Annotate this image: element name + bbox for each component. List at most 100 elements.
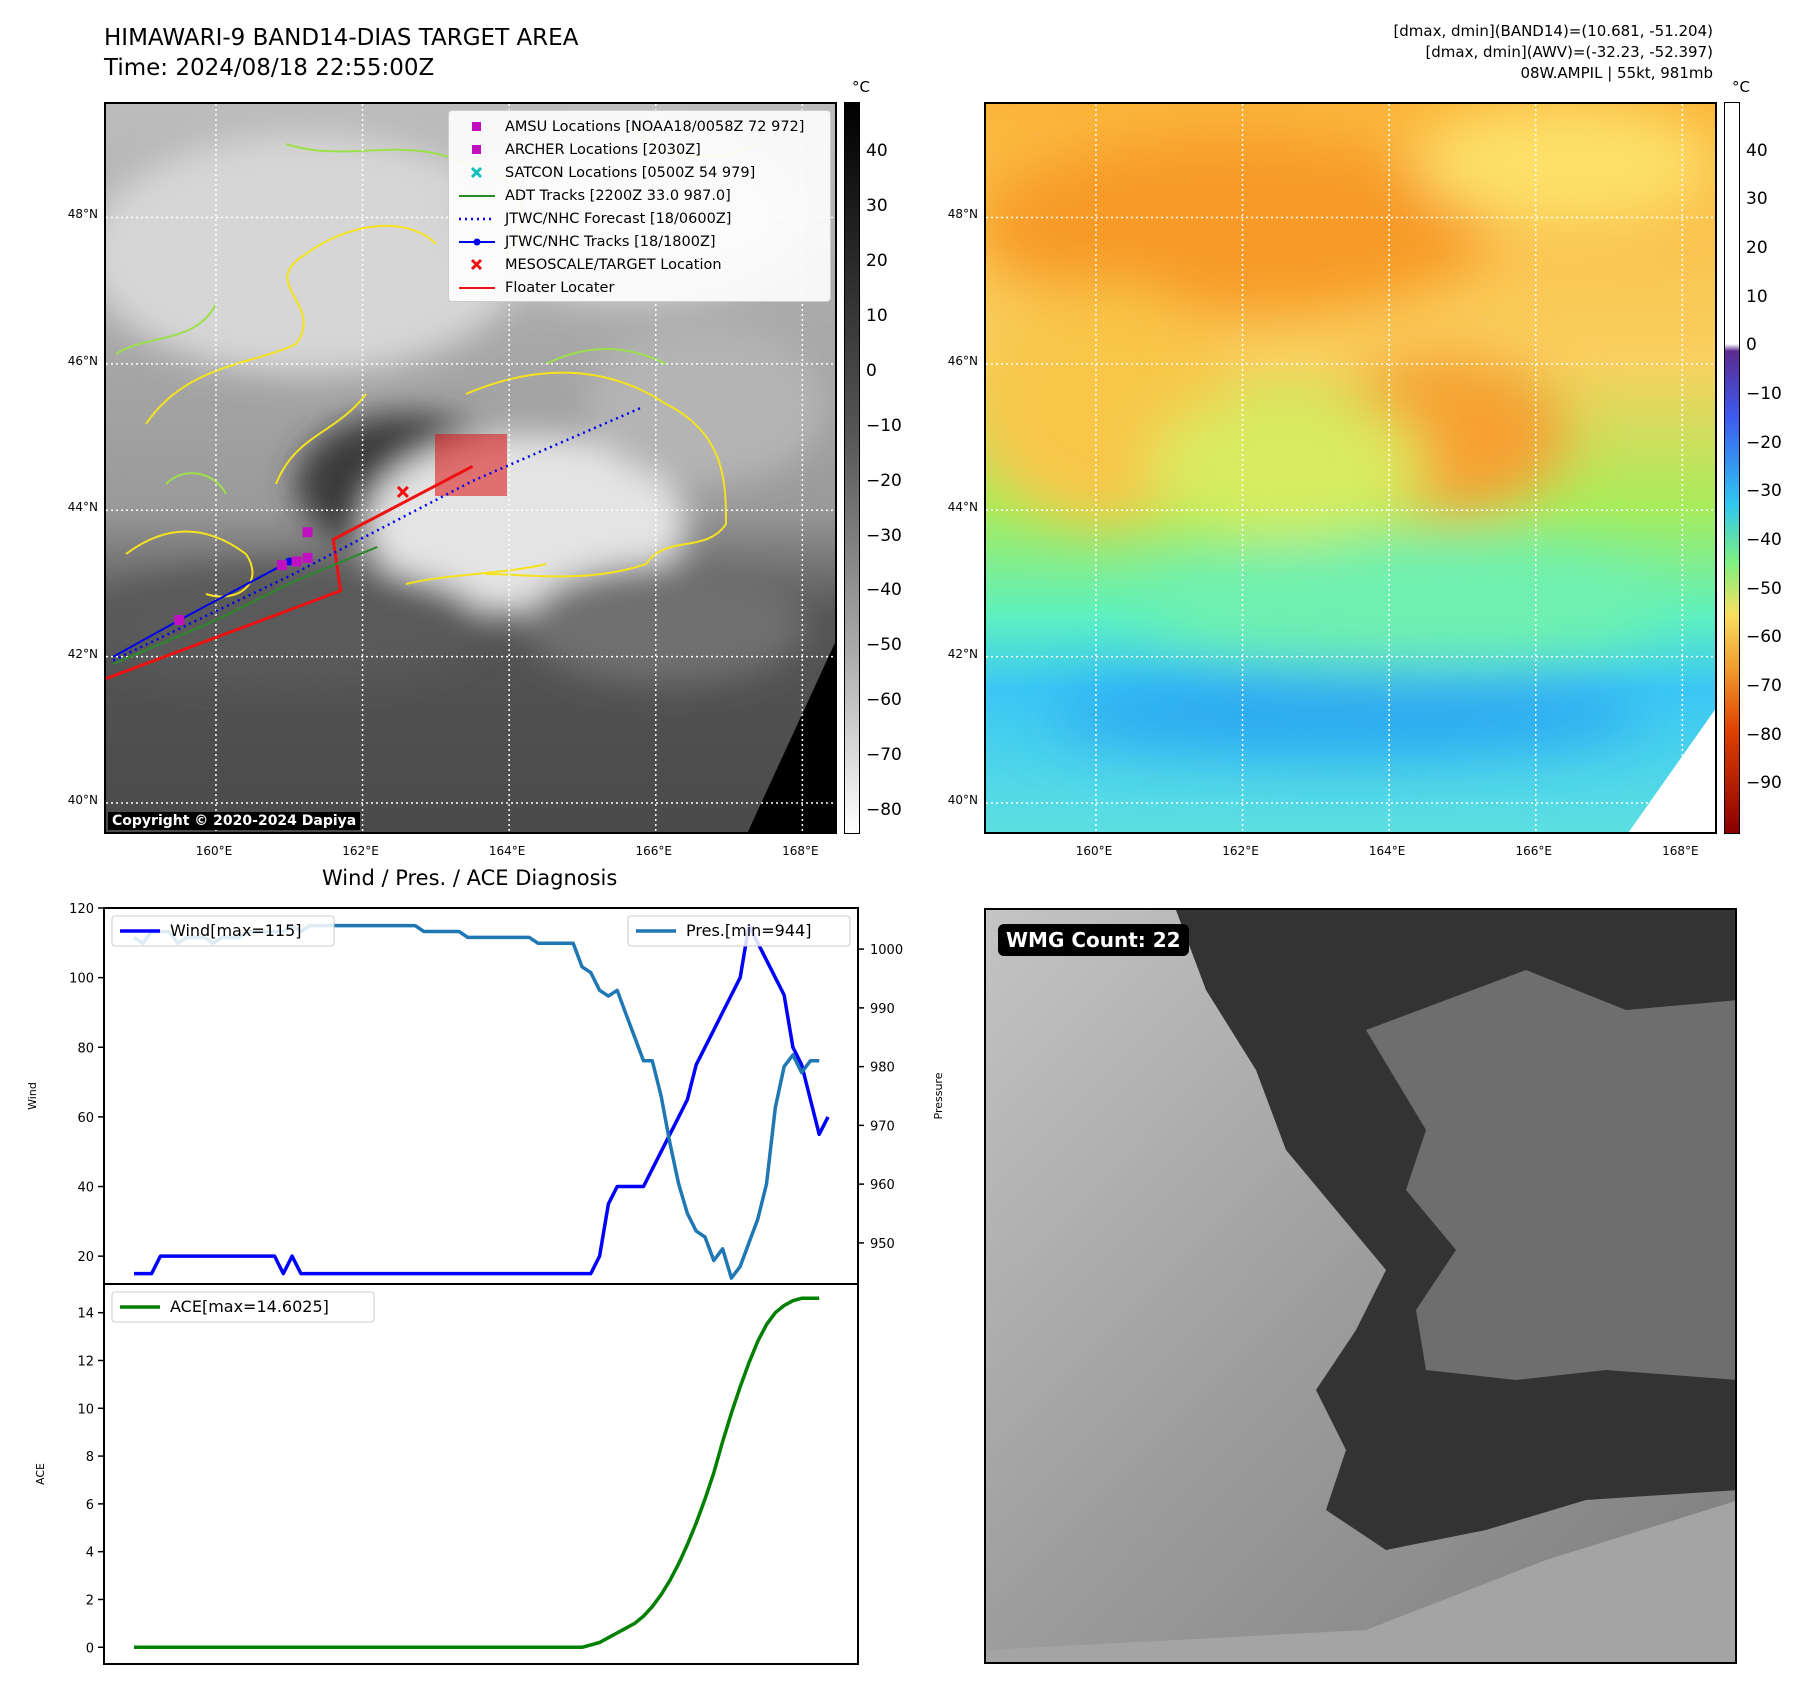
band14-cbar-tick-4: 0 <box>866 360 877 381</box>
right-lon-tick-0: 160°E <box>1075 844 1113 858</box>
legend-square <box>472 121 481 131</box>
target-marker-0 <box>396 485 409 499</box>
awv-cbar-tick-4: 0 <box>1746 335 1757 356</box>
ace-axis-tick-label-6: 12 <box>77 1354 94 1369</box>
awv-cbar-tick-3: 10 <box>1746 286 1768 307</box>
copyright-label: Copyright © 2020-2024 Dapiya <box>108 812 361 830</box>
band14-cbar-tick-2: 20 <box>866 251 888 272</box>
floater-track <box>106 464 474 681</box>
legend-swatch-4 <box>459 217 495 220</box>
ace-series-line <box>134 1296 820 1650</box>
pressure-axis-tick-label-4: 990 <box>870 1002 895 1017</box>
legend-swatch-0 <box>472 121 481 131</box>
wind-axis-tick-label-5: 120 <box>69 902 94 917</box>
right-lat-tick-0: 48°N <box>947 207 978 222</box>
wind-axis-tick-label-1: 40 <box>77 1181 94 1196</box>
ace-axis-tick-label-1: 2 <box>86 1593 94 1608</box>
right-lon-tick-1: 162°E <box>1222 844 1259 858</box>
band14-colorbar-unit: °C <box>852 78 870 96</box>
left-lat-tick-2: 44°N <box>67 500 98 515</box>
awv-cbar-tick-5: −10 <box>1746 384 1782 404</box>
band14-cbar-tick-12: −80 <box>866 800 902 821</box>
legend-swatch-7 <box>459 286 495 289</box>
right-lat-tick-1: 46°N <box>947 353 978 368</box>
amsu-location-2 <box>302 552 313 563</box>
legend-item: Floater Locater <box>457 276 830 299</box>
wind-series-line <box>134 923 830 1276</box>
chart-title: HIMAWARI-9 BAND14-DIAS TARGET AREA <box>104 25 579 51</box>
pressure-axis-label: Pressure <box>932 1072 945 1119</box>
wmg-svg <box>986 910 1735 1662</box>
legend-item: AMSU Locations [NOAA18/0058Z 72 972] <box>457 115 830 138</box>
legend-item: MESOSCALE/TARGET Location <box>457 253 830 276</box>
legend-label: MESOSCALE/TARGET Location <box>505 256 722 273</box>
amsu-location-0 <box>174 615 185 626</box>
legend-swatch-3 <box>459 194 495 197</box>
wind-pressure-frame <box>103 907 859 1285</box>
band14-cbar-tick-7: −30 <box>866 525 902 546</box>
right-lon-tick-2: 164°E <box>1368 844 1406 858</box>
left-lon-tick-4: 168°E <box>782 844 819 858</box>
legend-item: JTWC/NHC Tracks [18/1800Z] <box>457 230 830 253</box>
forecast-track <box>112 406 642 662</box>
wmg-light-region <box>986 1501 1735 1662</box>
wind-legend-label: Wind[max=115] <box>170 921 302 940</box>
pressure-axis-tick-label-3: 980 <box>870 1061 895 1076</box>
right-lat-tick-2: 44°N <box>947 500 978 515</box>
wmg-mid-region <box>1366 970 1735 1380</box>
legend-label: ARCHER Locations [2030Z] <box>505 141 701 158</box>
left-lat-tick-1: 46°N <box>67 353 98 368</box>
band14-cbar-tick-9: −50 <box>866 635 902 656</box>
chart-time: Time: 2024/08/18 22:55:00Z <box>104 55 435 81</box>
awv-map-svg <box>986 104 1715 832</box>
awv-cbar-tick-6: −20 <box>1746 432 1782 453</box>
pressure-axis-tick-label-5: 1000 <box>870 943 903 958</box>
target-box <box>435 434 507 496</box>
legend-label: ADT Tracks [2200Z 33.0 987.0] <box>505 187 731 204</box>
legend-label: Floater Locater <box>505 279 615 296</box>
wind-axis-tick-label-0: 20 <box>77 1250 94 1265</box>
stats-awv: [dmax, dmin](AWV)=(-32.23, -52.397) <box>1425 43 1713 61</box>
right-lat-tick-4: 40°N <box>947 793 978 808</box>
legend-item: ARCHER Locations [2030Z] <box>457 138 830 161</box>
diagnosis-title: Wind / Pres. / ACE Diagnosis <box>322 866 618 890</box>
archer-location-1 <box>291 556 302 567</box>
band14-cbar-tick-6: −20 <box>866 470 902 491</box>
storm-info: 08W.AMPIL | 55kt, 981mb <box>1520 64 1713 82</box>
wmg-panel: WMG Count: 22 <box>984 908 1737 1664</box>
legend-label: SATCON Locations [0500Z 54 979] <box>505 164 756 181</box>
awv-colorbar-unit: °C <box>1732 78 1750 96</box>
left-lon-tick-2: 164°E <box>488 844 526 858</box>
band14-cbar-tick-3: 10 <box>866 306 888 327</box>
ace-axis-tick-label-4: 8 <box>86 1450 94 1465</box>
left-lat-tick-4: 40°N <box>67 793 98 808</box>
wind-legend-box <box>111 915 335 947</box>
awv-cbar-tick-1: 30 <box>1746 189 1768 210</box>
band14-cbar-tick-10: −60 <box>866 690 902 711</box>
awv-cbar-tick-12: −80 <box>1746 724 1782 745</box>
band14-colorbar <box>844 102 860 834</box>
awv-cbar-tick-8: −40 <box>1746 530 1782 550</box>
pressure-axis-tick-label-2: 970 <box>870 1119 895 1134</box>
left-lat-tick-0: 48°N <box>67 207 98 222</box>
band14-map-panel: AMSU Locations [NOAA18/0058Z 72 972] ARCH… <box>104 102 837 834</box>
awv-cbar-tick-10: −60 <box>1746 627 1782 648</box>
legend-item: SATCON Locations [0500Z 54 979] <box>457 161 830 184</box>
adt-track <box>112 545 378 665</box>
right-lon-tick-3: 166°E <box>1515 844 1553 858</box>
wind-axis-tick-label-3: 80 <box>77 1041 94 1056</box>
ace-frame <box>103 1283 859 1665</box>
legend-swatch-6 <box>470 258 483 270</box>
legend-swatch-2 <box>470 166 483 178</box>
ace-axis-tick-label-2: 4 <box>86 1546 94 1561</box>
archer-location-0 <box>302 527 313 538</box>
legend-label: AMSU Locations [NOAA18/0058Z 72 972] <box>505 118 805 135</box>
ace-legend-box <box>111 1291 375 1323</box>
awv-cbar-tick-2: 20 <box>1746 238 1768 258</box>
jtwc-track-point <box>285 557 294 566</box>
ace-legend-label: ACE[max=14.6025] <box>170 1297 329 1316</box>
legend-swatch-5 <box>459 238 495 245</box>
legend-swatch-1 <box>472 144 481 154</box>
legend-x <box>470 258 483 270</box>
legend-square <box>472 144 481 154</box>
